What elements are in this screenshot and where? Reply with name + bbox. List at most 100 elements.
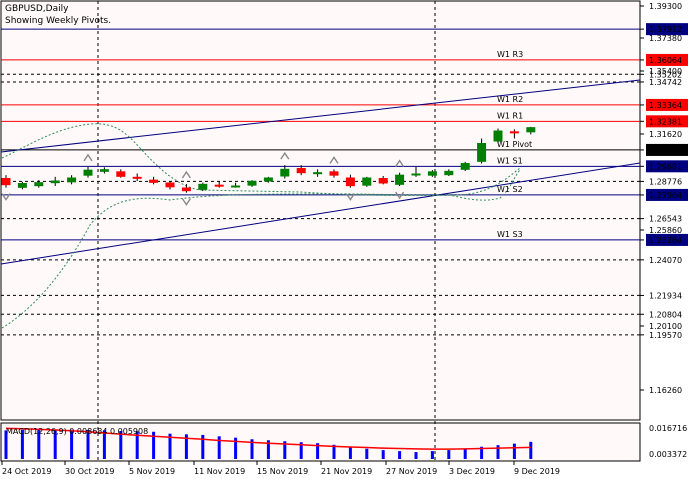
price-tick: 1.21934: [649, 291, 682, 300]
price-tick: 1.16260: [649, 386, 682, 395]
svg-text:1.25264: 1.25264: [649, 236, 682, 245]
pivot-label: W1 R2: [497, 95, 523, 104]
candle: [116, 169, 126, 178]
macd-bar: [152, 431, 156, 459]
candle: [181, 184, 191, 193]
pivot-label: W1 R1: [497, 111, 523, 120]
price-tick: 1.32381: [646, 115, 688, 128]
macd-bar: [299, 442, 303, 459]
upper-band: [1, 123, 521, 197]
svg-text:1.26543: 1.26543: [649, 215, 682, 224]
macd-bar: [135, 431, 139, 459]
date-label: 9 Dec 2019: [514, 467, 560, 476]
candle: [509, 129, 519, 139]
main-price-pane[interactable]: [0, 0, 641, 421]
macd-bar: [217, 436, 221, 459]
symbol-title: GBPUSD,Daily: [5, 4, 69, 14]
macd-scale-top: 0.016716: [649, 424, 687, 433]
candle: [427, 170, 437, 177]
svg-text:1.34742: 1.34742: [649, 78, 682, 87]
pivot-label: W1 Pivot: [497, 140, 532, 149]
vertical-gridlines: [97, 1, 436, 461]
macd-bar: [184, 434, 188, 459]
macd-signal-line: [5, 427, 531, 450]
macd-bar: [414, 452, 418, 459]
price-tick: 1.19570: [649, 331, 682, 340]
price-tick: 1.34742: [649, 78, 682, 87]
macd-bar: [480, 446, 484, 459]
price-tick: 1.28776: [649, 177, 682, 186]
candle: [17, 181, 27, 190]
date-label: 24 Oct 2019: [2, 467, 51, 476]
candle: [263, 176, 273, 183]
price-tick: 1.29681: [646, 160, 688, 173]
date-label: 5 Nov 2019: [129, 467, 175, 476]
upper-trendline: [0, 79, 641, 153]
macd-bar: [316, 443, 320, 459]
fractal-down-marker: [181, 198, 191, 206]
fractal-up-marker: [395, 159, 405, 168]
trendlines: [0, 79, 641, 265]
macd-bar: [512, 443, 516, 459]
macd-bar: [496, 445, 500, 459]
price-tick: 1.24070: [649, 256, 682, 265]
macd-bar: [463, 449, 467, 459]
candle: [34, 180, 44, 188]
svg-text:1.28776: 1.28776: [649, 177, 682, 186]
macd-bar: [348, 446, 352, 459]
fractal-markers: [1, 151, 405, 206]
price-tick: 1.36064: [646, 53, 688, 66]
macd-bar: [381, 450, 385, 459]
date-label: 21 Nov 2019: [321, 467, 372, 476]
macd-bar: [4, 430, 8, 459]
price-tick: 1.25264: [646, 233, 688, 246]
candle: [460, 161, 470, 171]
macd-bar: [283, 441, 287, 459]
candle: [280, 165, 290, 179]
candle: [50, 176, 60, 186]
fractal-down-marker: [395, 191, 405, 200]
macd-bar: [266, 440, 270, 459]
price-tick: 1.20100: [649, 322, 682, 331]
candle: [247, 180, 257, 187]
svg-text:1.36064: 1.36064: [649, 56, 682, 65]
candle: [362, 176, 372, 187]
price-tick: 1.37380: [649, 34, 682, 43]
fractal-up-marker: [329, 156, 339, 164]
candle: [231, 182, 241, 188]
svg-text:1.31620: 1.31620: [649, 130, 682, 139]
horizontal-levels: [1, 28, 640, 336]
macd-bar: [332, 444, 336, 459]
macd-scale-bottom: 0.003372: [649, 450, 687, 459]
macd-bar: [447, 450, 451, 459]
svg-text:1.21934: 1.21934: [649, 291, 682, 300]
macd-pane[interactable]: [0, 422, 641, 462]
price-tick: 1.37912: [646, 23, 688, 36]
price-tick: 1.27964: [646, 188, 688, 201]
macd-indicator: [4, 427, 533, 459]
macd-bar: [365, 448, 369, 459]
macd-bar: [70, 429, 74, 459]
candle: [198, 182, 208, 191]
price-tick: 1.20804: [649, 310, 682, 319]
price-tick: 1.35202: [649, 70, 682, 79]
candlestick-series: [1, 126, 536, 193]
svg-text:1.20100: 1.20100: [649, 322, 682, 331]
candle: [526, 126, 536, 135]
svg-text:1.29681: 1.29681: [649, 162, 682, 171]
fractal-up-marker: [83, 153, 93, 162]
date-label: 15 Nov 2019: [257, 467, 308, 476]
candle: [345, 174, 355, 188]
candle: [378, 176, 388, 185]
macd-label: MACD(12,26,9) 0.008684 0.005908: [6, 427, 148, 436]
svg-text:1.33364: 1.33364: [649, 101, 682, 110]
svg-text:1.35202: 1.35202: [649, 70, 682, 79]
candle: [296, 165, 306, 176]
price-tick: 1.39300: [649, 2, 682, 11]
pivot-labels: W1 R3 W1 R2 W1 R1 W1 Pivot W1 S1 W1 S2 W1 S3: [497, 50, 532, 239]
pivot-subtitle: Showing Weekly Pivots.: [5, 16, 111, 26]
pivot-label: W1 R3: [497, 50, 523, 59]
candle: [1, 175, 11, 188]
